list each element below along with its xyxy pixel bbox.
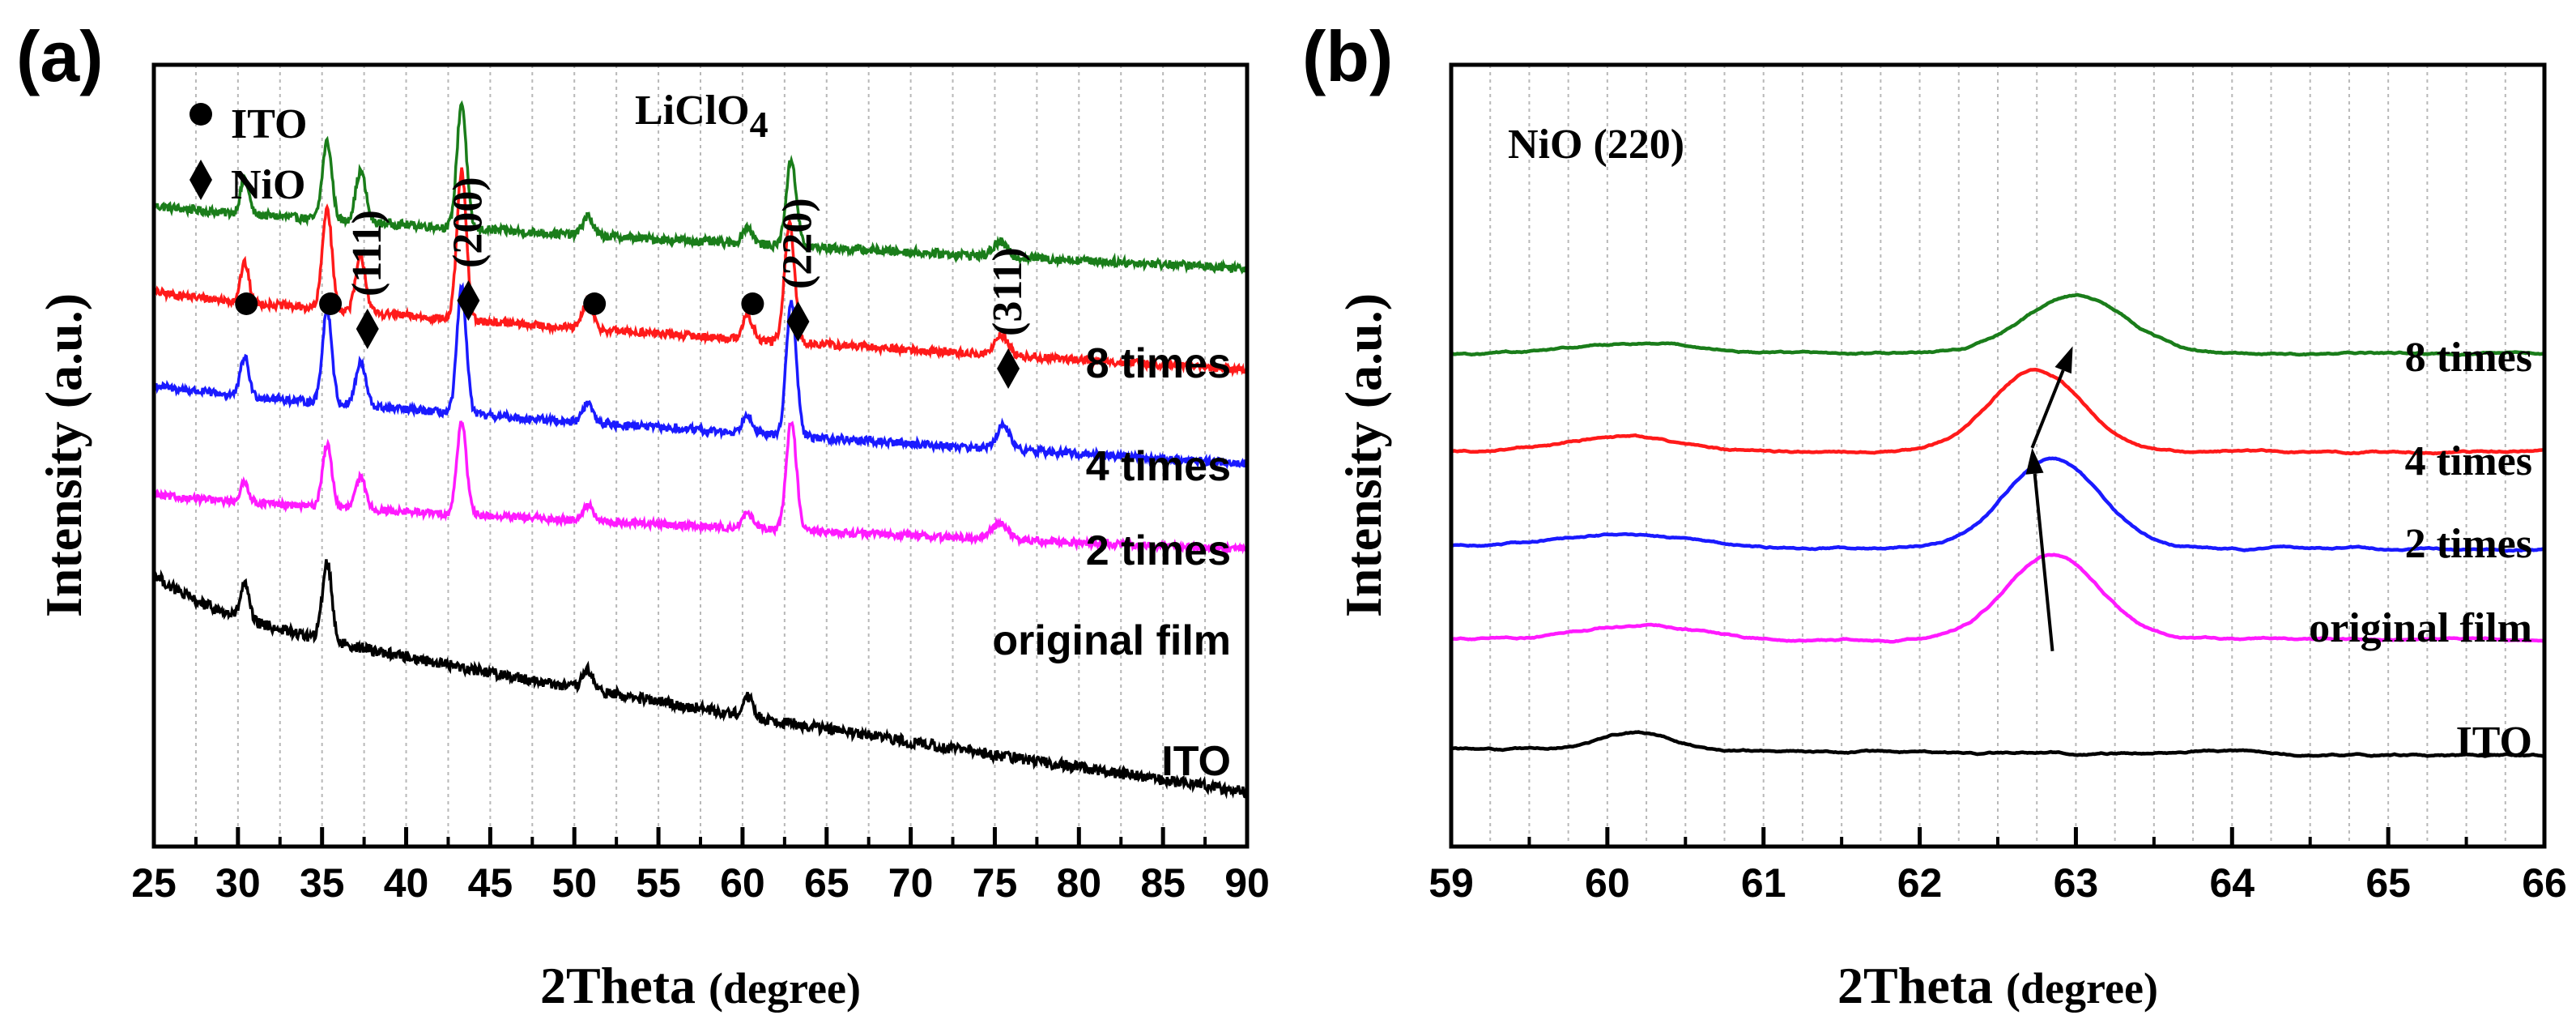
series-label-2-times: 2 times [1086, 527, 1231, 574]
panel-a-x-axis-label: 2Theta (degree) [540, 957, 861, 1014]
xrd-series-4-times [152, 167, 1249, 378]
xrd-series-ito [152, 559, 1249, 800]
peak-shift-arrows [2025, 346, 2073, 651]
series-label-4-times: 4 times [1086, 443, 1231, 490]
legend-nio-label: NiO [231, 162, 305, 208]
panel-a-tick-label: 70 [888, 860, 934, 906]
panel-a-gridlines [194, 65, 1207, 847]
panel-b: (b) 59 60 61 62 63 64 65 66 NiO (220) 8 times 4… [1302, 16, 2567, 1014]
b-series-label-4-times: 4 times [2405, 438, 2532, 484]
panel-a-x-axis-label-unit: (degree) [709, 964, 861, 1013]
panel-a-tick-label: 40 [384, 860, 429, 906]
miller-index-label: (220) [774, 198, 820, 289]
peak-shift-arrow-2-head [2054, 346, 2073, 374]
panel-b-x-axis-label-unit: (degree) [2006, 964, 2158, 1013]
nio220-series-4-times [1450, 368, 2545, 456]
panel-b-tick-label: 63 [2054, 860, 2099, 906]
peak-shift-arrow-1-head [2025, 447, 2044, 475]
panel-b-gridlines [1489, 65, 2506, 847]
panel-a-tick-label: 60 [720, 860, 765, 906]
panel-a-tick-label: 25 [131, 860, 177, 906]
nio220-series-ito [1450, 730, 2545, 758]
b-series-label-8-times: 8 times [2405, 335, 2532, 381]
panel-a-tick-label: 80 [1056, 860, 1101, 906]
b-series-label-2-times: 2 times [2405, 521, 2532, 567]
nio220-series-original-film [1450, 552, 2545, 644]
series-label-ito: ITO [1161, 738, 1231, 785]
b-series-label-original-film: original film [2309, 605, 2532, 651]
miller-index-label: (111) [344, 210, 390, 296]
panel-b-x-axis-label-main: 2Theta [1837, 957, 1993, 1014]
nio-peak-marker [356, 309, 379, 349]
ito-peak-marker [741, 292, 764, 315]
panel-a-tick-label: 75 [973, 860, 1018, 906]
panel-a-x-ticks: 25 30 35 40 45 50 55 60 65 70 75 80 85 90 [131, 827, 1270, 906]
panel-b-tick-label: 64 [2209, 860, 2255, 906]
ito-peak-marker [583, 292, 607, 315]
legend-ito-circle-symbol [189, 103, 212, 126]
electrolyte-annotation: LiClO4 [635, 87, 769, 145]
panel-a-tick-label: 30 [215, 860, 261, 906]
panel-b-series [1450, 292, 2545, 758]
panel-a-y-axis-label: Intensity (a.u.) [35, 293, 92, 617]
panel-a: (a) (111) (200) (220) (311) 25 30 35 40 45 50 55 6… [16, 16, 1270, 1014]
electrolyte-text: LiClO [635, 87, 750, 134]
panel-b-tick-label: 59 [1429, 860, 1474, 906]
ito-peak-marker [235, 292, 258, 315]
panel-a-label: (a) [16, 16, 104, 96]
panel-a-tick-label: 50 [551, 860, 597, 906]
nio-220-annotation: NiO (220) [1508, 122, 1684, 168]
panel-b-tick-label: 61 [1741, 860, 1786, 906]
nio220-series-8-times [1450, 292, 2545, 358]
xrd-series-8-times [152, 100, 1249, 275]
series-label-original-film: original film [992, 617, 1231, 664]
panel-b-tick-label: 65 [2365, 860, 2411, 906]
ito-peak-marker [319, 292, 343, 315]
panel-b-tick-label: 62 [1897, 860, 1943, 906]
panel-b-label: (b) [1302, 16, 1393, 96]
panel-a-tick-label: 85 [1140, 860, 1186, 906]
nio-peak-marker [457, 280, 480, 321]
panel-a-tick-label: 35 [300, 860, 345, 906]
panel-a-tick-label: 65 [804, 860, 849, 906]
xrd-series-original-film [152, 420, 1249, 555]
b-series-label-ito: ITO [2456, 719, 2532, 765]
panel-a-tick-label: 55 [636, 860, 681, 906]
peak-shift-arrow-2-shaft [2030, 369, 2065, 449]
panel-b-tick-label: 66 [2522, 860, 2567, 906]
nio-peak-marker [997, 348, 1020, 389]
electrolyte-subscript: 4 [750, 104, 769, 145]
legend-ito-label: ITO [231, 101, 307, 147]
panel-a-x-axis-label-main: 2Theta [540, 957, 696, 1014]
panel-b-x-axis-label: 2Theta (degree) [1837, 957, 2158, 1014]
series-label-8-times: 8 times [1086, 340, 1231, 387]
panel-a-peak-markers: (111) (200) (220) (311) [235, 177, 1031, 389]
panel-b-tick-label: 60 [1585, 860, 1630, 906]
xrd-series-2-times [153, 282, 1249, 470]
miller-index-label: (311) [985, 247, 1031, 336]
legend-nio-diamond-symbol [189, 160, 212, 200]
nio-peak-marker [786, 301, 810, 342]
peak-shift-arrow-1-shaft [2033, 473, 2054, 651]
panel-a-series [152, 100, 1249, 800]
panel-a-tick-label: 90 [1224, 860, 1270, 906]
panel-b-y-axis-label: Intensity (a.u.) [1335, 293, 1392, 617]
miller-index-label: (200) [445, 177, 491, 268]
nio220-series-2-times [1450, 456, 2545, 553]
panel-a-tick-label: 45 [468, 860, 513, 906]
panel-b-x-ticks: 59 60 61 62 63 64 65 66 [1429, 827, 2567, 906]
